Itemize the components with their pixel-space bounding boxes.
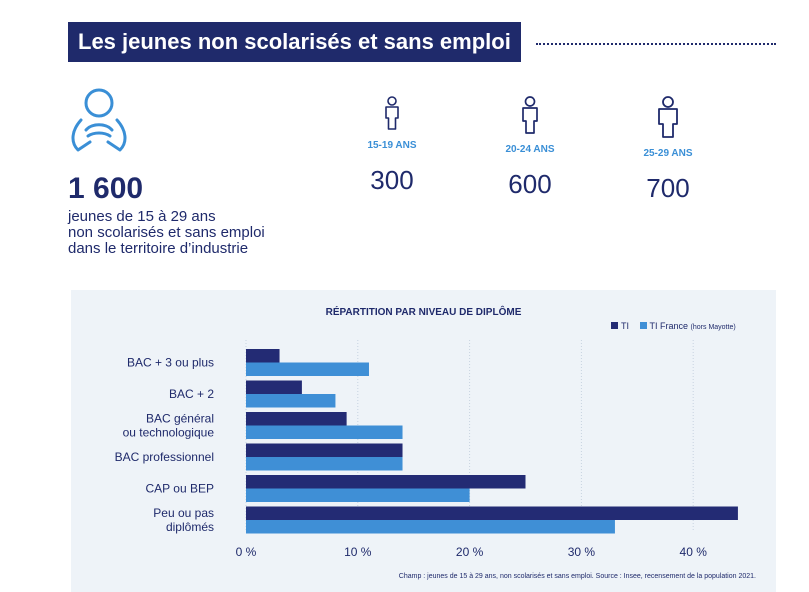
bar-ti [246, 506, 738, 520]
bar-ti [246, 380, 302, 394]
age-group-value: 300 [370, 165, 414, 195]
total-description-line: dans le territoire d’industrie [68, 240, 249, 257]
bar-ti [246, 412, 347, 426]
legend-label: TI France [649, 321, 689, 331]
x-tick-label: 30 % [568, 545, 596, 559]
page-title: Les jeunes non scolarisés et sans emploi [68, 22, 521, 62]
bar-ti [246, 443, 403, 457]
legend-swatch [611, 322, 618, 329]
bar-ti [246, 349, 280, 363]
bar-ti-france [246, 488, 470, 502]
category-label: BAC professionnel [115, 450, 214, 464]
age-group-value: 700 [646, 173, 690, 203]
person-seated-icon [71, 88, 127, 152]
age-group-label: 20-24 ANS [505, 144, 555, 155]
chart-title: RÉPARTITION PAR NIVEAU DE DIPLÔME [325, 307, 522, 318]
x-tick-label: 20 % [456, 545, 484, 559]
legend-item-ti: TI [611, 321, 629, 331]
legend-swatch [639, 322, 647, 329]
person-icon [658, 96, 678, 138]
x-tick-label: 10 % [344, 545, 372, 559]
total-description-line: jeunes de 15 à 29 ans [68, 208, 216, 225]
category-label: BAC + 2 [169, 387, 214, 401]
chart-panel: BAC + 3 ou plus BAC + 2 BAC général ou tech… [71, 290, 776, 592]
person-icon [522, 96, 538, 134]
legend-sublabel: (hors Mayotte) [690, 324, 736, 331]
age-group-15-19: 15-19 ANS 300 [332, 96, 452, 196]
bar-ti-france [246, 520, 615, 534]
age-group-label: 15-19 ANS [367, 140, 417, 151]
total-description: jeunes de 15 à 29 ans non scolarisés et … [68, 209, 328, 257]
category-label: BAC + 3 ou plus [127, 356, 214, 370]
age-group-25-29: 25-29 ANS 700 [608, 96, 728, 204]
age-group-value: 600 [508, 169, 552, 199]
category-label: diplômés [166, 520, 214, 534]
category-label: ou technologique [123, 426, 215, 440]
legend-label: TI [621, 321, 629, 331]
bar-ti-france [246, 362, 369, 376]
category-label: CAP ou BEP [146, 482, 214, 496]
total-description-line: non scolarisés et sans emploi [68, 224, 265, 241]
bar-ti-france [246, 425, 403, 439]
chart-source-note: Champ : jeunes de 15 à 29 ans, non scola… [398, 573, 756, 580]
x-tick-label: 0 % [236, 545, 257, 559]
title-dotted-rule [536, 43, 776, 45]
category-label: BAC général [146, 412, 214, 426]
age-group-label: 25-29 ANS [643, 148, 693, 159]
x-tick-label: 40 % [680, 545, 708, 559]
total-young-people: 1 600 [68, 172, 144, 205]
bar-ti-france [246, 394, 336, 408]
category-label: Peu ou pas [153, 506, 214, 520]
legend-item-ti-france: TI France (hors Mayotte) [639, 321, 736, 331]
age-group-20-24: 20-24 ANS 600 [470, 96, 590, 200]
chart-legend: TI TI France (hors Mayotte) [611, 321, 744, 331]
bar-ti-france [246, 457, 403, 471]
person-icon [385, 96, 399, 130]
bar-ti [246, 475, 526, 489]
